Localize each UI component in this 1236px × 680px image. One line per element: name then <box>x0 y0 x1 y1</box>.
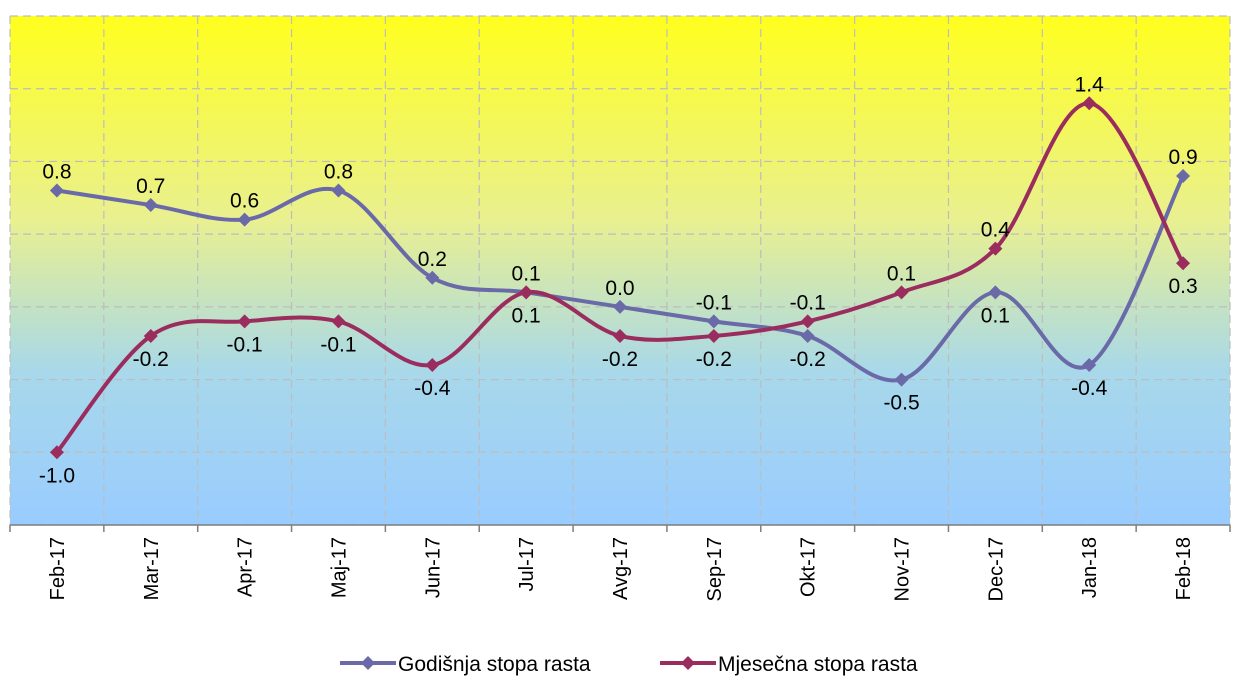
data-point <box>237 212 252 227</box>
data-label: -0.2 <box>602 348 638 371</box>
data-label: 0.8 <box>324 161 353 184</box>
x-tick-label: Jul-17 <box>516 537 538 591</box>
data-labels: 0.8 0.7 0.6 0.8 0.2 0.1 0.0 -0.1 -0.2 -0.5 0.1 -0.4… <box>39 73 1198 487</box>
data-label: -0.5 <box>883 392 919 415</box>
data-label: 0.8 <box>42 161 71 184</box>
data-point <box>800 314 815 329</box>
data-label: 0.2 <box>418 248 447 271</box>
data-point <box>331 183 346 198</box>
data-label: -0.2 <box>696 348 732 371</box>
data-label: -0.2 <box>790 348 826 371</box>
x-tick-label: Feb-18 <box>1173 537 1195 600</box>
x-tick-label: Avg-17 <box>610 537 632 600</box>
data-point <box>800 328 815 343</box>
data-point <box>49 183 64 198</box>
data-point <box>988 285 1003 300</box>
data-label: 0.4 <box>981 219 1011 242</box>
data-point <box>988 241 1003 256</box>
data-point <box>894 372 909 387</box>
data-point <box>1176 256 1191 271</box>
data-point <box>143 198 158 213</box>
data-point <box>425 358 440 373</box>
data-label: -0.1 <box>227 333 263 356</box>
x-axis: Feb-17 Mar-17 Apr-17 Maj-17 Jun-17 Jul-17 Avg-… <box>9 524 1231 602</box>
legend-label: Mjesečna stopa rasta <box>718 653 918 676</box>
legend: Godišnja stopa rasta Mjesečna stopa rasta <box>340 653 918 676</box>
data-point <box>1082 96 1097 111</box>
data-label: 0.1 <box>512 304 541 327</box>
grid-lines <box>9 15 1231 526</box>
x-tick-label: Dec-17 <box>985 537 1007 601</box>
data-point <box>706 314 721 329</box>
data-point <box>331 314 346 329</box>
data-label: 0.7 <box>136 175 165 198</box>
series-layer <box>49 96 1191 460</box>
data-point <box>1082 358 1097 373</box>
legend-marker <box>681 656 695 670</box>
data-label: -0.1 <box>696 291 732 314</box>
series-line <box>56 175 1185 383</box>
x-tick-label: Okt-17 <box>798 537 820 597</box>
data-label: -0.4 <box>1071 377 1108 400</box>
data-point <box>49 445 64 460</box>
x-tick-label: Nov-17 <box>892 537 914 601</box>
x-tick-label: Mar-17 <box>141 537 163 600</box>
legend-marker <box>361 656 375 670</box>
data-point <box>237 314 252 329</box>
data-point <box>425 270 440 285</box>
x-tick-label: Jun-17 <box>422 537 444 598</box>
data-label: 1.4 <box>1075 73 1105 96</box>
data-point <box>1176 168 1191 183</box>
data-label: 0.1 <box>981 304 1010 327</box>
data-label: 0.1 <box>512 262 541 285</box>
data-label: 0.9 <box>1168 146 1197 169</box>
data-label: 0.6 <box>230 190 259 213</box>
data-point <box>706 328 721 343</box>
data-label: -0.2 <box>133 348 169 371</box>
x-tick-label: Sep-17 <box>704 537 726 602</box>
data-label: 0.0 <box>605 277 634 300</box>
x-tick-label: Apr-17 <box>235 537 257 597</box>
x-tick-label: Feb-17 <box>47 537 69 600</box>
legend-label: Godišnja stopa rasta <box>398 653 591 676</box>
data-point <box>894 285 909 300</box>
x-tick-label: Maj-17 <box>328 537 350 598</box>
data-label: 0.3 <box>1168 275 1197 298</box>
data-point <box>143 328 158 343</box>
x-tick-label: Jan-18 <box>1079 537 1101 598</box>
data-label: -1.0 <box>39 464 75 487</box>
plot-background <box>10 16 1230 525</box>
data-point <box>613 328 627 343</box>
data-label: 0.1 <box>887 262 916 285</box>
data-label: -0.4 <box>414 377 451 400</box>
data-point <box>519 285 534 300</box>
data-label: -0.1 <box>790 291 826 314</box>
data-point <box>613 299 627 314</box>
data-label: -0.1 <box>320 333 356 356</box>
